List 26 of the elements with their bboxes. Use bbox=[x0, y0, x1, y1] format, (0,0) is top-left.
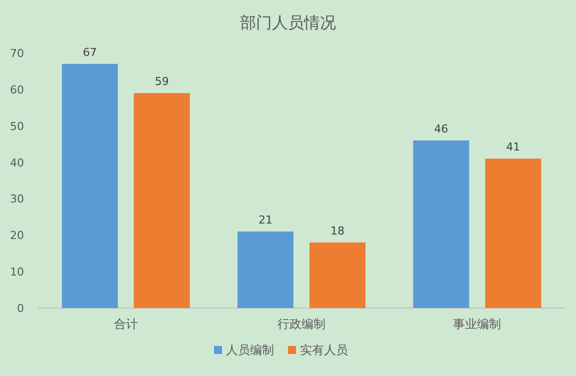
legend-label: 人员编制 bbox=[226, 343, 274, 357]
y-tick-label: 70 bbox=[10, 47, 24, 60]
bar bbox=[310, 242, 366, 308]
data-label: 46 bbox=[434, 122, 448, 136]
y-tick-label: 40 bbox=[10, 156, 24, 170]
data-label: 59 bbox=[154, 75, 169, 88]
data-label: 18 bbox=[330, 224, 344, 238]
data-label: 67 bbox=[82, 46, 97, 59]
x-tick-label: 合计 bbox=[114, 317, 138, 331]
chart-title: 部门人员情况 bbox=[240, 13, 336, 32]
bar bbox=[413, 140, 470, 308]
y-tick-label: 30 bbox=[10, 192, 24, 206]
y-tick-label: 10 bbox=[10, 266, 24, 279]
legend-label: 实有人员 bbox=[300, 343, 348, 357]
bar bbox=[238, 232, 294, 308]
y-tick-label: 0 bbox=[17, 302, 24, 315]
x-tick-label: 行政编制 bbox=[278, 317, 326, 331]
y-tick-label: 60 bbox=[10, 83, 24, 96]
y-tick-label: 20 bbox=[10, 229, 24, 242]
data-label: 21 bbox=[258, 214, 272, 226]
bar bbox=[485, 158, 542, 308]
data-label: 41 bbox=[506, 140, 520, 154]
y-tick-label: 50 bbox=[10, 120, 24, 133]
bar bbox=[62, 64, 118, 308]
bar bbox=[134, 93, 190, 308]
x-tick-label: 事业编制 bbox=[453, 317, 502, 331]
